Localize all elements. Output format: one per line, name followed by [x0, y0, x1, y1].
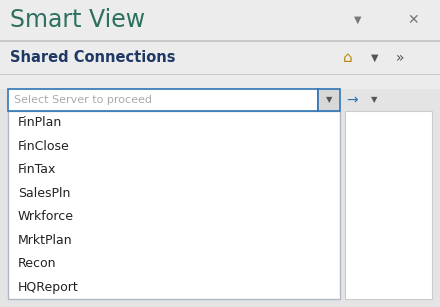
Text: FinPlan: FinPlan	[18, 116, 62, 129]
Text: ✕: ✕	[407, 13, 419, 27]
Bar	[8, 111, 340, 299]
Text: Shared Connections: Shared Connections	[10, 50, 176, 65]
Bar	[345, 111, 432, 299]
Bar	[0, 0, 440, 40]
Text: FinTax: FinTax	[18, 163, 56, 176]
Text: HQReport: HQReport	[18, 281, 79, 294]
Text: Wrkforce: Wrkforce	[18, 210, 74, 223]
Bar	[0, 74, 440, 75]
Bar	[318, 89, 340, 111]
Text: Select Server to proceed: Select Server to proceed	[14, 95, 152, 105]
Bar	[8, 89, 318, 111]
Bar	[0, 42, 440, 74]
Text: →: →	[346, 93, 358, 107]
Bar	[0, 75, 440, 89]
Text: »: »	[396, 51, 404, 65]
Text: ▼: ▼	[326, 95, 332, 104]
Text: MrktPlan: MrktPlan	[18, 234, 73, 247]
Text: ▼: ▼	[371, 95, 377, 104]
Bar	[0, 40, 440, 42]
Text: Smart View: Smart View	[10, 8, 145, 32]
Text: ▼: ▼	[371, 53, 379, 63]
Text: Recon: Recon	[18, 257, 56, 270]
Text: SalesPln: SalesPln	[18, 187, 70, 200]
Text: ▼: ▼	[354, 15, 362, 25]
Text: FinClose: FinClose	[18, 140, 70, 153]
Text: ⌂: ⌂	[343, 50, 353, 65]
